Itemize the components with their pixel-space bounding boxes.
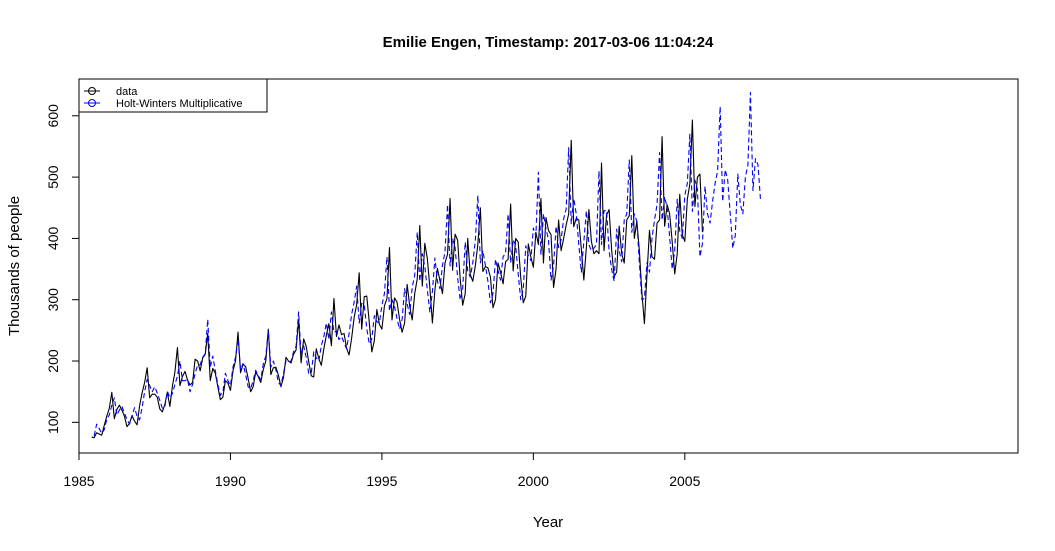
legend-item-holt-winters: Holt-Winters Multiplicative	[84, 98, 243, 110]
legend-label-data: data	[116, 86, 138, 98]
y-axis-label: Thousands of people	[6, 196, 23, 336]
y-tick-label: 600	[45, 104, 61, 128]
x-tick-label: 2000	[518, 473, 549, 489]
x-tick-label: 1995	[366, 473, 397, 489]
y-tick-label: 300	[45, 288, 61, 312]
legend-marker-data	[88, 87, 96, 95]
series-line-holt-winters	[93, 91, 762, 436]
x-axis-label: Year	[533, 514, 563, 531]
y-tick-label: 100	[45, 410, 61, 434]
y-tick-label: 200	[45, 349, 61, 373]
series-layer	[91, 91, 762, 439]
legend: data Holt-Winters Multiplicative	[78, 78, 268, 113]
series-line-data	[91, 119, 704, 439]
x-tick-label: 2005	[669, 473, 700, 489]
legend-item-data: data	[84, 86, 138, 98]
y-tick-label: 500	[45, 165, 61, 189]
x-tick-label: 1990	[215, 473, 246, 489]
x-axis: 1985 1990 1995 2000 2005	[63, 452, 701, 489]
legend-marker-holt-winters	[88, 99, 96, 107]
x-tick-label: 1985	[63, 473, 94, 489]
y-axis: 100 200 300 400 500 600	[45, 104, 80, 434]
legend-box	[78, 78, 268, 113]
chart-title: Emilie Engen, Timestamp: 2017-03-06 11:0…	[383, 34, 714, 51]
legend-label-holt-winters: Holt-Winters Multiplicative	[116, 98, 243, 110]
y-tick-label: 400	[45, 227, 61, 251]
